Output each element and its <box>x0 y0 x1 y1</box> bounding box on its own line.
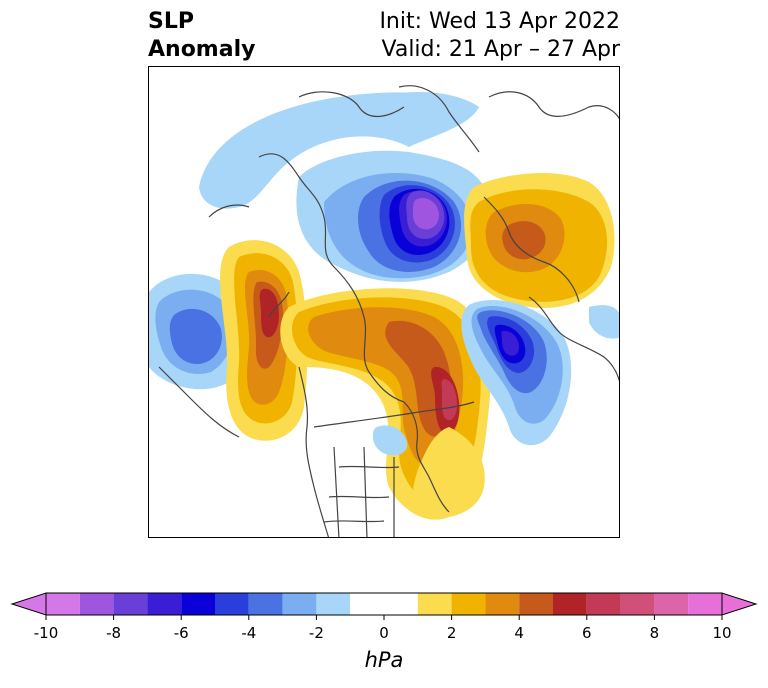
colorbar-tick-label: -4 <box>241 624 256 642</box>
colorbar-bin <box>654 593 689 615</box>
colorbar-unit-label: hPa <box>364 648 404 672</box>
colorbar-bin <box>417 593 452 615</box>
colorbar-tick-label: -2 <box>309 624 324 642</box>
colorbar-tick-label: 4 <box>514 624 524 642</box>
map-canvas <box>149 67 619 537</box>
negative-anomaly-atlantic <box>461 300 572 446</box>
colorbar-bin <box>620 593 655 615</box>
colorbar-bin <box>316 593 351 615</box>
init-date-label: Init: Wed 13 Apr 2022 <box>379 9 620 34</box>
colorbar: -10 -8 -6 -4 -2 0 2 4 6 8 10 <box>0 580 768 684</box>
colorbar-extend-max <box>721 592 758 616</box>
colorbar-bin <box>350 593 418 615</box>
colorbar-bin <box>79 593 114 615</box>
colorbar-tick-label: 10 <box>712 624 731 642</box>
negative-anomaly-europe-edge <box>589 305 619 339</box>
title-field: Anomaly <box>148 37 256 62</box>
colorbar-tick-label: -10 <box>34 624 59 642</box>
colorbar-bin <box>485 593 520 615</box>
colorbar-bin <box>586 593 621 615</box>
colorbar-graphic: -10 -8 -6 -4 -2 0 2 4 6 8 10 <box>10 592 758 642</box>
colorbar-extend-min <box>10 592 47 616</box>
positive-anomaly-east-us <box>412 427 485 519</box>
colorbar-bin <box>215 593 249 615</box>
colorbar-bin <box>451 593 486 615</box>
coastlines <box>158 85 619 537</box>
valid-range-label: Valid: 21 Apr – 27 Apr <box>381 37 621 62</box>
map-title: SLP Anomaly <box>148 8 255 64</box>
colorbar-tick-label: 6 <box>582 624 592 642</box>
colorbar-bin <box>282 593 317 615</box>
colorbar-bin <box>519 593 553 615</box>
colorbar-bin <box>248 593 283 615</box>
negative-anomaly-north <box>199 92 492 282</box>
colorbar-bin <box>553 593 587 615</box>
colorbar-tick-label: 0 <box>379 624 389 642</box>
colorbar-tick-label: -6 <box>174 624 189 642</box>
positive-anomaly-west-coast <box>220 240 308 441</box>
positive-anomaly-eurasia <box>464 172 615 308</box>
slp-anomaly-map <box>148 66 620 538</box>
colorbar-bin <box>46 593 80 615</box>
map-dates: Init: Wed 13 Apr 2022 Valid: 21 Apr – 27… <box>379 8 620 64</box>
colorbar-tick-label: 2 <box>447 624 457 642</box>
colorbar-bin <box>688 593 722 615</box>
colorbar-bin <box>113 593 148 615</box>
title-variable: SLP <box>148 9 194 34</box>
colorbar-tick-label: -8 <box>106 624 121 642</box>
colorbar-bin <box>147 593 182 615</box>
negative-anomaly-us <box>373 425 408 456</box>
colorbar-bin <box>181 593 215 615</box>
colorbar-tick-label: 8 <box>650 624 660 642</box>
